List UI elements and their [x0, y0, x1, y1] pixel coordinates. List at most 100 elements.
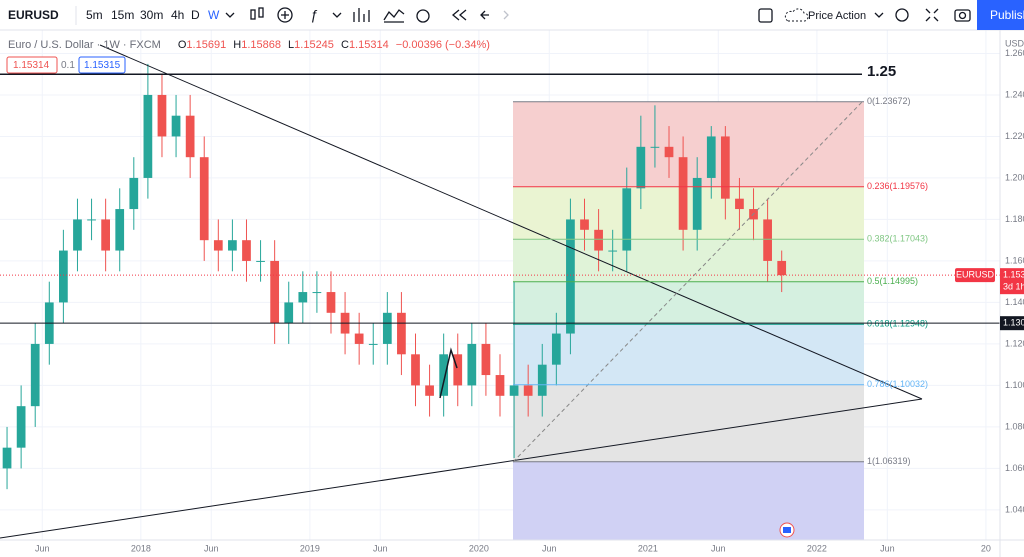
publish-label[interactable]: Publish — [990, 8, 1024, 22]
x-tick-label: 2022 — [807, 543, 827, 553]
fib-zone — [513, 384, 864, 462]
bid[interactable]: 1.15314 — [13, 60, 50, 71]
candle-body — [16, 406, 26, 448]
candle-body — [382, 312, 392, 344]
candle-body — [706, 136, 716, 178]
candle-body — [312, 292, 322, 294]
time-axis — [0, 540, 1024, 557]
candle-body — [326, 292, 336, 313]
x-tick-label: 2021 — [638, 543, 658, 553]
replay-icon[interactable] — [451, 9, 467, 21]
x-tick-label: Jun — [35, 543, 50, 553]
candle-body — [566, 219, 575, 334]
candle-body — [763, 219, 772, 261]
x-tick-label: 2019 — [300, 543, 320, 553]
indicators-icon[interactable] — [277, 7, 293, 23]
candle-type-icon[interactable] — [250, 7, 264, 20]
dropdown-icon[interactable] — [332, 12, 342, 18]
compare-icon[interactable] — [353, 8, 370, 22]
candle-body — [101, 219, 110, 251]
interval[interactable]: 5m — [86, 8, 103, 22]
ohlc-value: 1.15245 — [294, 39, 334, 51]
candle-body — [537, 364, 547, 396]
y-tick-label: 1.200 — [1005, 172, 1024, 182]
y-tick-label: 1.260 — [1005, 48, 1024, 58]
event-icon-flag — [783, 527, 791, 533]
trend-line[interactable] — [0, 398, 923, 539]
candle-body — [594, 229, 603, 251]
candle-body — [622, 188, 632, 251]
interval[interactable]: D — [191, 8, 200, 22]
fx-icon[interactable]: ƒ — [310, 7, 318, 23]
candle-body — [777, 260, 787, 276]
sell-box[interactable] — [6, 56, 58, 74]
interval[interactable]: W — [208, 8, 220, 22]
alert-icon[interactable] — [383, 9, 405, 23]
fib-zone — [513, 461, 864, 540]
legend: Euro / U.S. Dollar · 1W · FXCM O1.15691 … — [8, 39, 490, 51]
candle-body — [551, 333, 561, 365]
interval[interactable]: 15m — [111, 8, 134, 22]
interval[interactable]: 30m — [140, 8, 163, 22]
symbol[interactable]: EURUSD — [8, 8, 59, 22]
alarm-icon[interactable] — [416, 9, 430, 23]
x-tick-label: Jun — [880, 543, 895, 553]
candle-body — [284, 302, 294, 324]
candle-body — [425, 385, 434, 396]
buy-box[interactable] — [78, 56, 126, 74]
redo-icon[interactable] — [503, 10, 509, 20]
candle-body — [439, 354, 449, 396]
price-tag-label: 1.153 — [1003, 270, 1024, 280]
candle-body — [453, 354, 463, 386]
fib-label: 0.786(1.10032) — [867, 379, 928, 389]
ohlc-key: O — [178, 39, 187, 51]
candle-body — [735, 198, 744, 210]
ask[interactable]: 1.15315 — [84, 60, 121, 71]
candle-body — [720, 136, 730, 199]
y-tick-label: 1.220 — [1005, 131, 1024, 141]
price-tag — [1000, 268, 1024, 295]
ohlc-key: L — [288, 39, 294, 51]
candle-body — [59, 250, 68, 303]
candle-body — [242, 240, 251, 261]
x-tick-label: 20 — [981, 543, 991, 553]
countdown: 3d 1h — [1003, 282, 1024, 292]
x-tick-label: Jun — [373, 543, 388, 553]
candle-body — [664, 146, 674, 158]
candle-body — [692, 177, 702, 230]
y-tick-label: 1.100 — [1005, 380, 1024, 390]
undo-icon[interactable] — [480, 10, 489, 20]
fullscreen-icon[interactable] — [925, 8, 939, 22]
plot-area — [0, 30, 1000, 540]
candle-body — [650, 146, 660, 148]
drawn-path[interactable] — [439, 347, 458, 399]
candle-body — [495, 375, 505, 396]
layout-name[interactable]: Price Action — [808, 10, 866, 22]
x-tick-label: Jun — [204, 543, 219, 553]
candle-body — [397, 312, 406, 355]
price-tag — [1000, 316, 1024, 331]
candle-body — [481, 343, 491, 376]
fib-zone — [513, 281, 864, 325]
candle-body — [73, 219, 82, 251]
candle-body — [270, 260, 280, 324]
y-tick-label: 1.080 — [1005, 421, 1024, 431]
cloud-icon[interactable] — [784, 8, 809, 22]
trend-line[interactable] — [99, 44, 923, 400]
interval[interactable]: 4h — [171, 8, 184, 22]
toolbar — [0, 0, 1024, 30]
candle-body — [30, 343, 40, 407]
candle-body — [509, 385, 519, 396]
dropdown-icon[interactable] — [874, 12, 884, 18]
settings-icon[interactable] — [895, 8, 909, 22]
candle-body — [115, 209, 125, 251]
snapshot-icon[interactable] — [954, 9, 971, 22]
candle-body — [87, 219, 96, 221]
dropdown-icon[interactable] — [225, 12, 235, 18]
candle-body — [199, 157, 209, 241]
y-tick-label: 1.240 — [1005, 89, 1024, 99]
select-icon[interactable] — [758, 8, 773, 23]
y-tick-label: 1.120 — [1005, 338, 1024, 348]
publish-button[interactable] — [977, 0, 1024, 30]
price-tag-label: 1.130 — [1003, 318, 1024, 328]
